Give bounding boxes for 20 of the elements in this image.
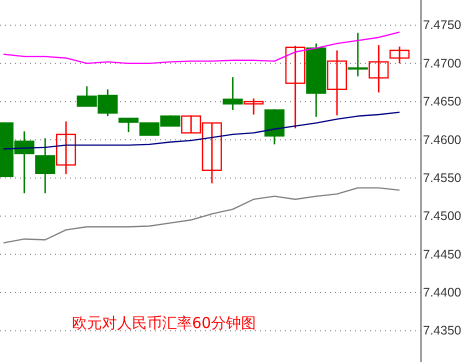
y-tick-label: 7.4700	[423, 56, 462, 70]
candlestick	[35, 137, 56, 194]
candlestick	[222, 76, 243, 111]
line-series	[2, 31, 400, 64]
y-tick-label: 7.4350	[423, 324, 462, 338]
candlestick	[368, 44, 389, 94]
y-tick-label: 7.4450	[423, 247, 462, 262]
candlestick	[244, 98, 264, 116]
y-tick-label: 7.4600	[423, 132, 462, 147]
candlestick	[390, 46, 410, 64]
candlestick	[326, 50, 348, 116]
annotation: 欧元对人民币汇率60分钟图	[72, 314, 256, 332]
y-tick-label: 7.4400	[423, 286, 462, 300]
candlestick	[348, 32, 368, 78]
candlestick	[56, 120, 76, 175]
candlestick	[285, 45, 306, 130]
y-tick-label: 7.4550	[423, 170, 462, 185]
y-tick-label: 7.4500	[423, 209, 462, 224]
y-tick-label: 7.4650	[423, 94, 462, 109]
y-tick-label: 7.4750	[423, 18, 462, 32]
